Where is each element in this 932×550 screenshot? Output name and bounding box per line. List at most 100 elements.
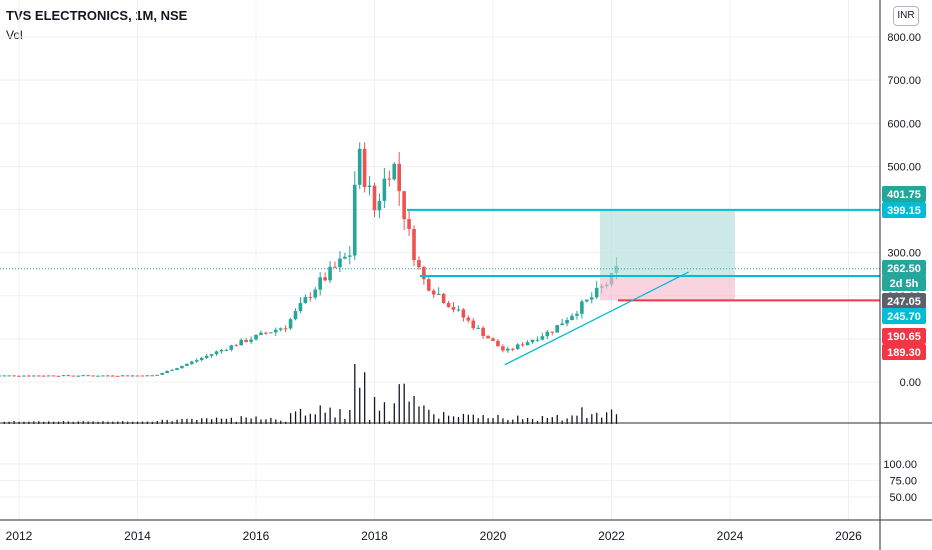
volume-bar xyxy=(398,384,400,424)
candle-body xyxy=(41,375,46,377)
x-tick-label: 2012 xyxy=(6,529,33,543)
volume-bar xyxy=(596,412,598,424)
candle-body xyxy=(36,375,41,377)
volume-bar xyxy=(344,418,346,424)
candle-body xyxy=(209,354,214,356)
candle-body xyxy=(496,340,500,347)
candle-body xyxy=(323,277,327,281)
volume-bar xyxy=(201,418,203,424)
candle-body xyxy=(510,348,515,350)
price-label-box xyxy=(882,186,926,202)
volume-bar xyxy=(408,401,410,424)
x-tick-label: 2026 xyxy=(835,529,862,543)
x-tick-label: 2018 xyxy=(361,529,388,543)
volume-bar xyxy=(215,417,218,424)
volume-bar xyxy=(571,415,573,424)
candle-body xyxy=(520,344,525,346)
candle-body xyxy=(570,315,574,321)
volume-bar xyxy=(586,417,588,424)
candle-body xyxy=(530,339,535,343)
candle-body xyxy=(204,355,209,358)
candle-body xyxy=(308,297,313,299)
candle-body xyxy=(338,258,342,268)
candle-body xyxy=(501,346,505,351)
target-zone xyxy=(600,209,735,277)
volume-bar xyxy=(319,405,321,424)
volume-bar xyxy=(294,411,297,424)
currency-button[interactable]: INR xyxy=(893,6,919,26)
volume-bar xyxy=(304,415,307,424)
volume-bar xyxy=(354,364,356,424)
volume-bar xyxy=(546,417,549,424)
candle-body xyxy=(377,200,382,211)
volume-bar xyxy=(428,409,430,424)
price-label-box xyxy=(882,202,926,218)
candle-body xyxy=(348,255,352,257)
volume-bar xyxy=(359,387,361,424)
volume-bar xyxy=(166,419,168,424)
candle-body xyxy=(565,320,569,324)
volume-bar xyxy=(280,420,282,424)
volume-bar xyxy=(487,418,489,424)
candle-body xyxy=(456,309,461,311)
candle-body xyxy=(594,287,599,298)
candle-body xyxy=(249,339,253,342)
candle-body xyxy=(0,375,2,377)
price-label-box xyxy=(882,275,926,291)
volume-bar xyxy=(443,412,445,424)
stop-zone xyxy=(600,276,735,301)
x-tick-label: 2022 xyxy=(598,529,625,543)
volume-bar xyxy=(299,408,302,424)
candle-body xyxy=(343,256,347,259)
drawings[interactable] xyxy=(0,208,880,366)
candle-body xyxy=(476,327,480,329)
candle-body xyxy=(12,375,16,377)
volume-bar xyxy=(605,412,608,424)
candle-body xyxy=(150,375,155,377)
volume-bar xyxy=(541,416,544,424)
price-label: 247.05 xyxy=(887,296,921,308)
volume-bar xyxy=(334,417,336,424)
candle-body xyxy=(130,375,135,377)
candle-body xyxy=(244,339,248,342)
volume-bar xyxy=(289,413,292,424)
volume-bar xyxy=(309,413,312,424)
price-labels: 401.75 399.15 262.50 2d 5h 247.05 245.70 190.6… xyxy=(882,186,926,360)
candle-body xyxy=(585,299,589,302)
candle-body xyxy=(298,303,303,312)
price-label: 189.30 xyxy=(887,347,921,359)
volume-bar xyxy=(566,418,568,424)
candle-body xyxy=(486,336,490,339)
y-tick-label: 600.00 xyxy=(887,118,921,130)
candle-body xyxy=(402,191,406,220)
candle-body xyxy=(160,373,164,375)
volume-bar xyxy=(403,383,405,424)
candle-body xyxy=(155,374,160,376)
candle-body xyxy=(545,331,550,337)
candle-body xyxy=(417,260,421,268)
volume-bar xyxy=(551,417,553,424)
volume-bar xyxy=(260,419,262,424)
trendline xyxy=(504,271,689,366)
volume-bar xyxy=(482,415,484,424)
candle-body xyxy=(61,375,66,377)
candle-body xyxy=(194,360,199,362)
volume-bar xyxy=(581,407,583,424)
volume-bar xyxy=(245,417,247,424)
volume-bar xyxy=(210,419,213,424)
candle-body xyxy=(101,375,105,377)
volume-bar xyxy=(591,414,593,424)
volume-bar xyxy=(418,406,420,424)
volume-bar xyxy=(477,418,479,424)
candles xyxy=(0,142,619,377)
candle-body xyxy=(140,375,145,377)
candle-body xyxy=(466,317,471,321)
candle-body xyxy=(407,219,411,229)
volume-bar xyxy=(364,372,366,424)
candle-body xyxy=(318,277,322,290)
candle-body xyxy=(32,375,36,377)
candle-body xyxy=(259,332,263,335)
volume-bar xyxy=(339,409,341,424)
